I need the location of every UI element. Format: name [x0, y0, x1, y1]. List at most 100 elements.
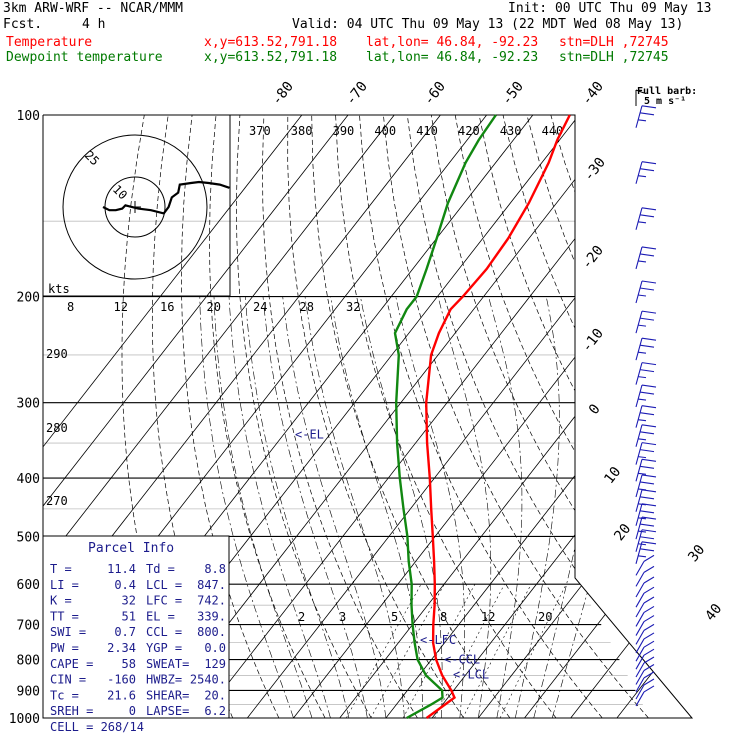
parcel-param-value: 129 — [204, 657, 226, 671]
parcel-param-label: Tc = — [50, 688, 79, 702]
pressure-tick-label: 600 — [17, 578, 40, 593]
theta-label: 390 — [333, 124, 355, 138]
hodo-ring-label: 25 — [82, 148, 102, 168]
dry-adiabat — [236, 115, 372, 718]
theta-label: 370 — [249, 124, 271, 138]
isotherm-line — [293, 115, 692, 718]
hodo-ring-outer — [62, 134, 208, 280]
isotherm-label: -30 — [581, 155, 609, 185]
parcel-info-box — [42, 535, 230, 719]
hodo-speed-label: 28 — [300, 300, 314, 314]
dry-adiabat — [598, 115, 692, 718]
wind-barb-column — [635, 105, 657, 707]
moist-adiabat — [262, 296, 368, 718]
wind-barb — [635, 207, 657, 230]
hodograph-frame — [43, 115, 231, 297]
mixing-ratio-line — [402, 584, 476, 718]
parcel-param-label: LCL = — [146, 578, 182, 592]
dry-adiabat — [311, 115, 511, 718]
moist-adiabat — [199, 296, 294, 718]
parcel-param-value: 847. — [197, 578, 226, 592]
parcel-param-label: EL = — [146, 609, 175, 623]
wind-barb — [635, 246, 657, 270]
wind-barb — [635, 105, 657, 128]
parcel-param-value: 6.2 — [204, 704, 226, 718]
isotherm-label: -40 — [579, 79, 607, 109]
pressure-tick-label: 800 — [17, 654, 40, 669]
moist-adiabat — [228, 296, 331, 718]
hodo-speed-label: 32 — [346, 300, 360, 314]
theta-label: 440 — [542, 124, 564, 138]
wind-barb — [635, 474, 657, 498]
hodo-speed-label: 8 — [67, 300, 74, 314]
mixing-ratio-label: 8 — [440, 610, 447, 624]
isotherm-label: -60 — [421, 79, 449, 109]
forecast-label: Fcst. — [3, 17, 43, 32]
wind-barb — [635, 337, 657, 361]
dry-adiabat — [430, 115, 692, 718]
parcel-param-label: LFC = — [146, 594, 182, 608]
legend-dewpoint-latlon: lat,lon= 46.84, -92.23 — [366, 50, 539, 65]
isotherm-line — [477, 115, 692, 718]
isotherm-line — [616, 115, 692, 718]
parcel-param-value: 742. — [197, 594, 226, 608]
model-title: 3km ARW-WRF -- NCAR/MMM — [3, 1, 184, 16]
legend-temperature-station: stn=DLH ,72745 — [559, 35, 669, 50]
isotherm-label: 20 — [611, 521, 634, 544]
dry-adiabat — [209, 115, 326, 718]
temperature-profile — [424, 114, 571, 719]
isotherm-line — [43, 115, 349, 718]
parcel-param-value: -160 — [107, 673, 136, 687]
parcel-param-value: 21.6 — [107, 688, 136, 702]
wind-barb — [635, 671, 655, 693]
parcel-param-label: K = — [50, 594, 72, 608]
moist-adiabat — [282, 296, 387, 718]
parcel-param-label: CCL = — [146, 625, 182, 639]
wind-barb — [635, 458, 657, 482]
pressure-tick-label: 900 — [17, 684, 40, 699]
dry-adiabat — [181, 115, 280, 718]
moist-adiabat — [213, 296, 313, 718]
dry-adiabat-label: 280 — [46, 421, 68, 435]
isotherm-line — [246, 115, 692, 718]
hodograph-trace — [102, 180, 230, 215]
parcel-param-value: 0.7 — [114, 625, 136, 639]
forecast-hour: 4 h — [82, 17, 106, 32]
mixing-ratio-line — [499, 584, 567, 718]
level-annotation: <-EL — [295, 428, 324, 442]
isotherm-line — [43, 115, 303, 718]
parcel-param-label: YGP = — [146, 641, 182, 655]
parcel-param-value: 58 — [122, 657, 136, 671]
parcel-param-label: CIN = — [50, 673, 86, 687]
parcel-param-label: SWEAT= — [146, 657, 189, 671]
hodo-speed-label: 24 — [253, 300, 267, 314]
moist-adiabat — [304, 296, 405, 718]
dry-adiabat — [670, 115, 692, 718]
wind-barb — [635, 565, 655, 587]
hodograph: 10 25 kts 8 12 16 20 24 28 32 — [43, 115, 360, 314]
level-annotation: <-LCL — [453, 668, 489, 682]
dry-adiabat-label: 290 — [46, 347, 68, 361]
barb-key-units: 5 m s⁻¹ — [644, 96, 686, 107]
mixing-ratio-line — [370, 584, 445, 718]
isotherm-line — [43, 115, 395, 718]
wind-barb — [635, 280, 657, 304]
dry-adiabat — [502, 115, 692, 718]
pressure-tick-label: 200 — [17, 291, 40, 306]
wind-barb — [635, 648, 655, 670]
wind-barb — [635, 362, 657, 385]
theta-label: 400 — [374, 124, 396, 138]
pressure-tick-label: 500 — [17, 530, 40, 545]
dry-adiabat — [478, 115, 692, 718]
isotherm-line — [339, 115, 692, 718]
moist-adiabat — [395, 296, 465, 718]
moist-adiabat — [533, 296, 606, 718]
wind-barb — [635, 516, 657, 540]
dry-adiabat — [335, 115, 557, 718]
hodo-speed-label: 12 — [114, 300, 128, 314]
moist-adiabat — [437, 296, 492, 718]
parcel-param-label: CAPE = — [50, 657, 93, 671]
mixing-ratio-label: 5 — [391, 610, 398, 624]
